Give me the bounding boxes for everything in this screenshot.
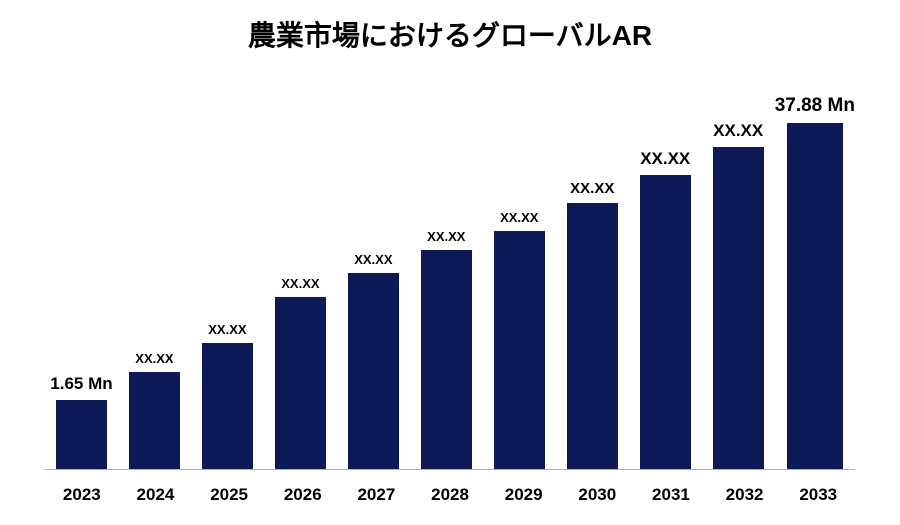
bar-group: XX.XX xyxy=(410,95,483,470)
bar-group: XX.XX xyxy=(629,95,702,470)
bar-group: XX.XX xyxy=(118,95,191,470)
bar-value-label: XX.XX xyxy=(281,276,319,291)
x-tick-label: 2027 xyxy=(340,485,414,505)
bar xyxy=(275,297,326,470)
chart-title: 農業市場におけるグローバルAR xyxy=(0,0,900,54)
bar-value-label: XX.XX xyxy=(427,229,465,244)
bar xyxy=(129,372,180,470)
bar-value-label: XX.XX xyxy=(640,149,690,169)
bar-value-label: XX.XX xyxy=(135,351,173,366)
chart-plot-area: 1.65 Mn XX.XX XX.XX XX.XX XX.XX XX.XX XX.XX XX.… xyxy=(45,95,855,470)
bar-group: XX.XX xyxy=(337,95,410,470)
x-tick-label: 2033 xyxy=(781,485,855,505)
bar-group: XX.XX xyxy=(483,95,556,470)
bar-value-label: 1.65 Mn xyxy=(50,374,112,394)
x-tick-label: 2031 xyxy=(634,485,708,505)
bar-group: XX.XX xyxy=(264,95,337,470)
bar xyxy=(787,123,843,470)
x-tick-label: 2030 xyxy=(560,485,634,505)
bar-group: XX.XX xyxy=(702,95,775,470)
x-tick-label: 2024 xyxy=(119,485,193,505)
bar xyxy=(56,400,107,470)
bars-container: 1.65 Mn XX.XX XX.XX XX.XX XX.XX XX.XX XX.XX XX.… xyxy=(45,95,855,470)
bar-group: XX.XX xyxy=(191,95,264,470)
x-tick-label: 2028 xyxy=(413,485,487,505)
x-tick-label: 2026 xyxy=(266,485,340,505)
bar xyxy=(567,203,618,470)
bar xyxy=(494,231,545,470)
bar-group: 37.88 Mn xyxy=(775,95,855,470)
bar-group: 1.65 Mn xyxy=(45,95,118,470)
bar xyxy=(713,147,764,470)
bar xyxy=(348,273,399,470)
x-axis: 2023202420252026202720282029203020312032… xyxy=(45,485,855,505)
bar-value-label: XX.XX xyxy=(354,252,392,267)
bar xyxy=(640,175,691,470)
bar-group: XX.XX xyxy=(556,95,629,470)
bar-value-label: XX.XX xyxy=(570,180,614,197)
x-tick-label: 2023 xyxy=(45,485,119,505)
x-axis-baseline xyxy=(45,469,855,470)
bar xyxy=(421,250,472,470)
x-tick-label: 2032 xyxy=(708,485,782,505)
bar-value-label: 37.88 Mn xyxy=(775,95,855,117)
bar-value-label: XX.XX xyxy=(208,322,246,337)
x-tick-label: 2029 xyxy=(487,485,561,505)
x-tick-label: 2025 xyxy=(192,485,266,505)
bar-value-label: XX.XX xyxy=(500,210,538,225)
bar-value-label: XX.XX xyxy=(713,121,763,141)
bar xyxy=(202,343,253,470)
